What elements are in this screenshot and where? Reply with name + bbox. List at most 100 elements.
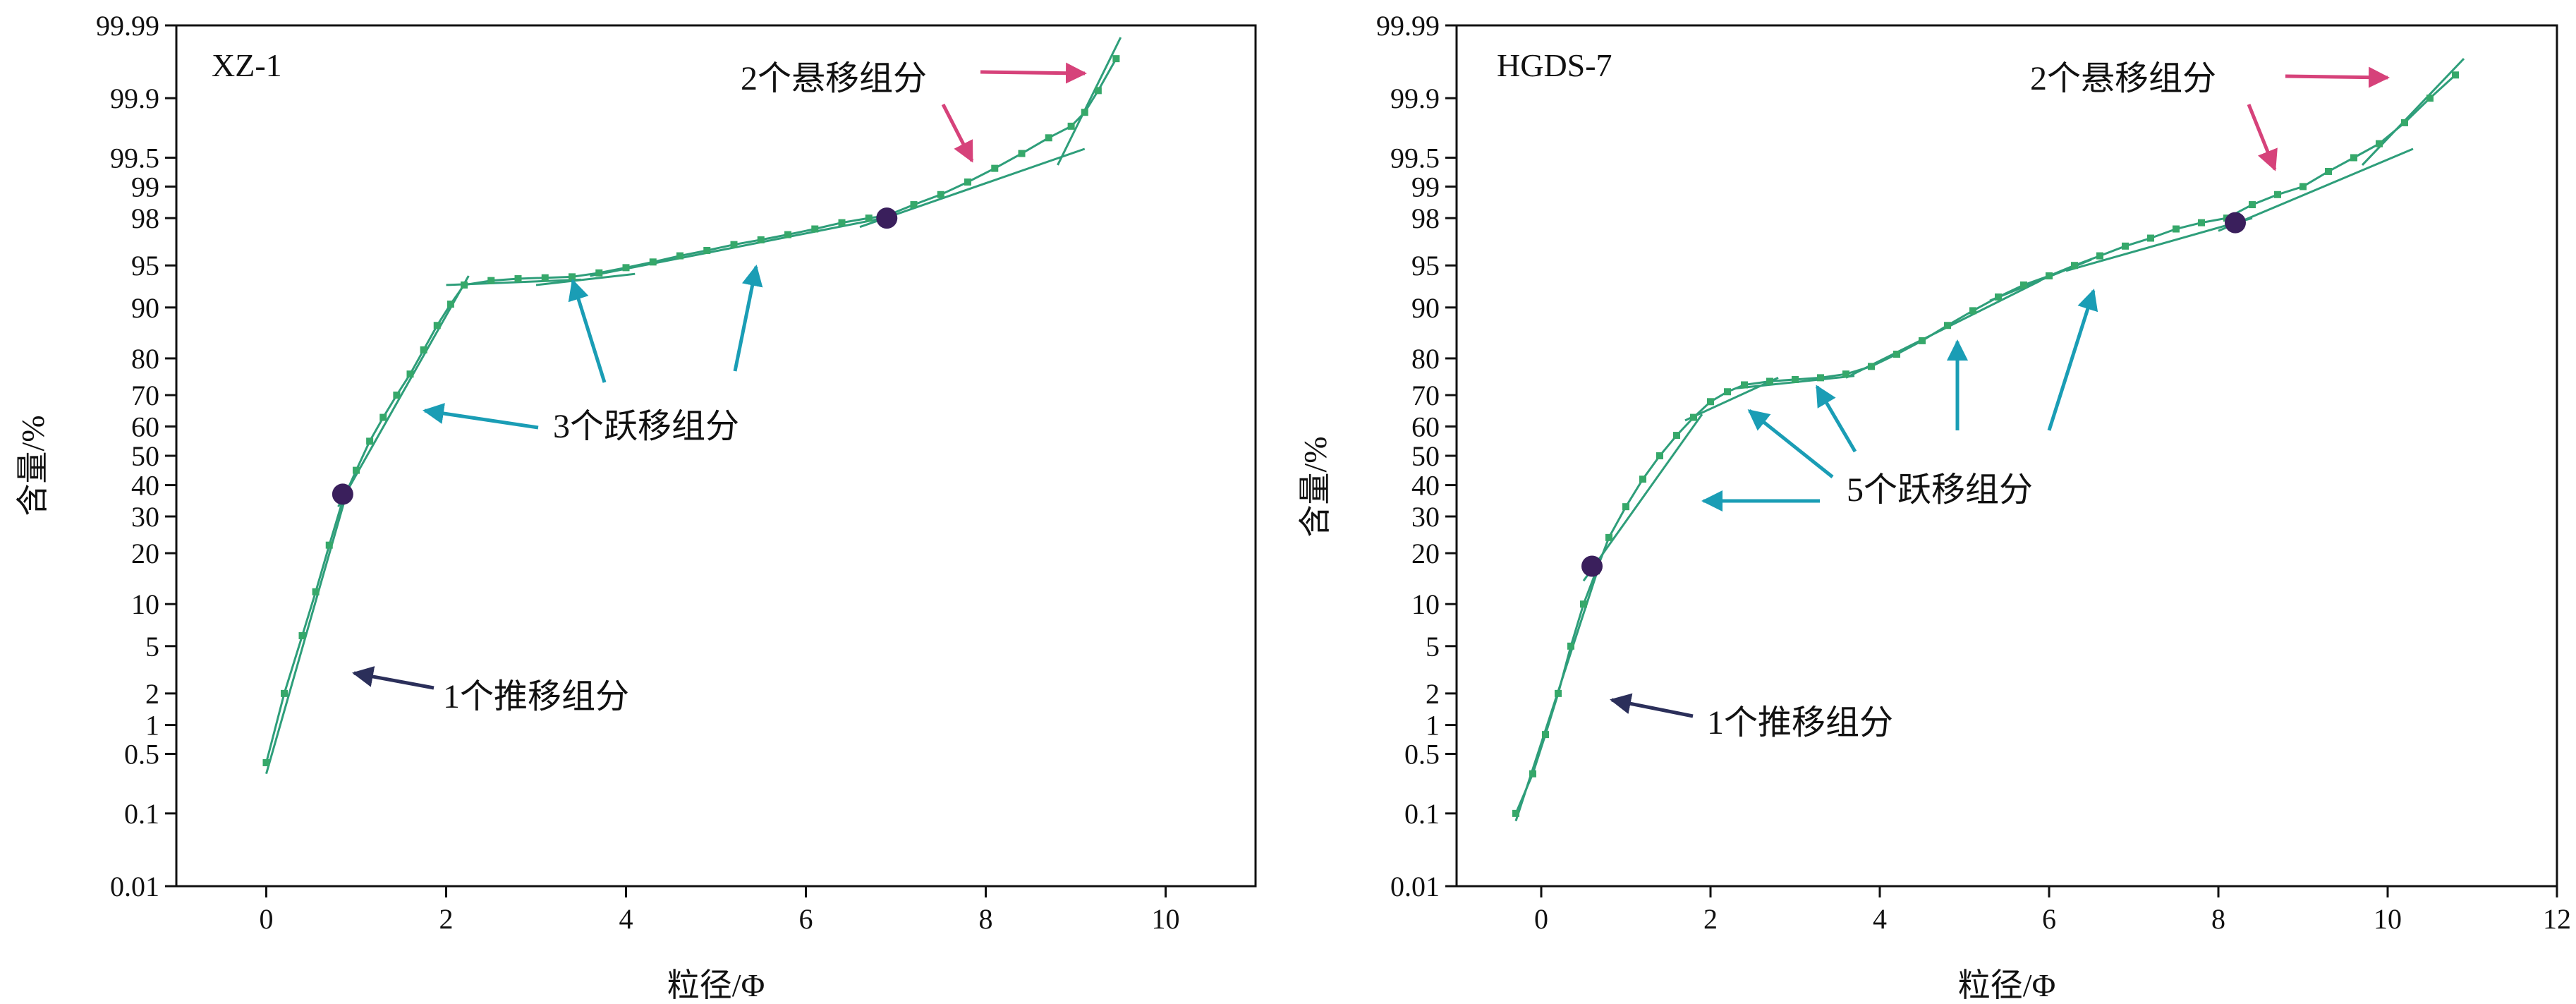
chart-panel-hgds7: 0.010.10.512510203040506070809095989999.… xyxy=(1297,10,2571,1003)
data-point xyxy=(1045,134,1052,142)
breakpoint-marker xyxy=(332,483,353,505)
y-tick-label: 95 xyxy=(131,250,159,282)
data-point xyxy=(2350,154,2357,162)
y-tick-label: 99.9 xyxy=(1390,83,1440,114)
data-point xyxy=(1995,293,2002,301)
y-tick-label: 90 xyxy=(1411,292,1440,324)
fit-lines xyxy=(265,37,1122,775)
data-point xyxy=(937,190,944,198)
data-point xyxy=(1639,476,1646,483)
data-point xyxy=(2046,272,2053,279)
y-tick-label: 1 xyxy=(145,710,159,742)
data-point xyxy=(2274,190,2281,198)
y-tick-label: 0.5 xyxy=(1404,738,1440,770)
data-point xyxy=(2020,281,2027,289)
data-point xyxy=(811,225,819,233)
data-point xyxy=(433,322,441,329)
data-point xyxy=(514,275,522,283)
data-point xyxy=(2249,201,2256,209)
annotation-suspension: 2个悬移组分 xyxy=(2030,60,2216,97)
x-tick-label: 10 xyxy=(2374,903,2402,935)
data-point xyxy=(595,269,603,277)
data-point xyxy=(281,689,288,697)
plot-frame xyxy=(175,24,1257,888)
data-point xyxy=(1112,55,1120,63)
y-axis: 0.010.10.512510203040506070809095989999.… xyxy=(96,10,176,902)
y-tick-label: 99.99 xyxy=(96,10,159,42)
data-point xyxy=(1580,600,1587,608)
data-point xyxy=(649,258,657,266)
arrow-saltation-1 xyxy=(423,403,539,430)
y-tick-label: 80 xyxy=(1411,343,1440,375)
arrow-suspension-2 xyxy=(2247,104,2278,171)
y-tick-label: 99.99 xyxy=(1376,10,1440,42)
y-tick-label: 99 xyxy=(131,171,159,202)
y-tick-label: 0.01 xyxy=(110,871,159,902)
y-tick-label: 0.01 xyxy=(1390,871,1440,902)
data-point xyxy=(865,214,873,222)
arrow-saltation-5 xyxy=(2047,289,2098,431)
data-point xyxy=(1018,150,1026,157)
data-point xyxy=(2173,225,2180,233)
y-tick-label: 99.5 xyxy=(110,143,159,174)
y-tick-label: 30 xyxy=(131,501,159,533)
data-point xyxy=(622,264,630,272)
data-point xyxy=(1690,413,1697,421)
fit-segment xyxy=(2361,58,2465,166)
data-point xyxy=(1868,363,1875,370)
y-tick-label: 0.1 xyxy=(1404,798,1440,830)
y-tick-label: 80 xyxy=(131,343,159,375)
arrow-saltation-2 xyxy=(568,279,607,383)
data-point xyxy=(838,219,846,226)
data-point xyxy=(393,391,401,399)
breakpoint-marker xyxy=(1581,555,1603,577)
data-point xyxy=(1792,375,1799,383)
y-tick-label: 70 xyxy=(1411,380,1440,411)
x-tick-label: 10 xyxy=(1152,903,1180,935)
panel-label: XZ-1 xyxy=(212,47,282,83)
y-tick-label: 99.9 xyxy=(110,83,159,114)
data-point xyxy=(262,758,270,766)
x-tick-label: 8 xyxy=(2211,903,2225,935)
y-tick-label: 40 xyxy=(1411,470,1440,502)
y-tick-label: 60 xyxy=(1411,411,1440,442)
y-tick-label: 10 xyxy=(131,588,159,620)
x-tick-label: 0 xyxy=(1534,903,1548,935)
data-point xyxy=(1817,374,1824,382)
data-point xyxy=(2147,234,2154,242)
y-tick-label: 0.1 xyxy=(124,798,159,830)
fit-segment xyxy=(2065,217,2253,272)
annotation-suspension: 2个悬移组分 xyxy=(741,60,927,97)
data-point xyxy=(541,274,549,282)
y-tick-label: 5 xyxy=(145,631,159,663)
y-tick-label: 10 xyxy=(1411,588,1440,620)
data-point xyxy=(2401,119,2408,126)
data-point xyxy=(964,178,971,186)
data-point xyxy=(312,588,320,595)
cumulative-curve xyxy=(262,55,1120,766)
y-tick-label: 5 xyxy=(1426,631,1440,663)
x-axis-title: 粒径/Φ xyxy=(1958,967,2055,1003)
data-point xyxy=(991,164,999,172)
breakpoint-marker xyxy=(876,207,898,229)
x-axis: 0 2 4 6 8 10 xyxy=(260,886,1180,935)
breakpoint-marker xyxy=(2225,212,2246,234)
annotation-saltation: 5个跃移组分 xyxy=(1847,471,2033,509)
arrow-saltation-3 xyxy=(1815,385,1857,453)
data-point xyxy=(1542,731,1549,739)
data-point xyxy=(2096,252,2103,260)
data-point xyxy=(2122,242,2129,250)
data-point xyxy=(1094,87,1102,95)
data-point xyxy=(2299,183,2307,190)
data-point xyxy=(420,346,427,353)
data-point xyxy=(1081,109,1088,116)
x-tick-label: 8 xyxy=(979,903,993,935)
data-point xyxy=(2325,167,2332,175)
panel-label: HGDS-7 xyxy=(1497,47,1612,83)
fit-segment xyxy=(859,147,1086,229)
data-point xyxy=(1067,122,1075,130)
mean-points xyxy=(332,207,898,505)
data-point xyxy=(1555,689,1562,697)
data-point xyxy=(2071,262,2078,270)
data-point xyxy=(353,466,360,474)
